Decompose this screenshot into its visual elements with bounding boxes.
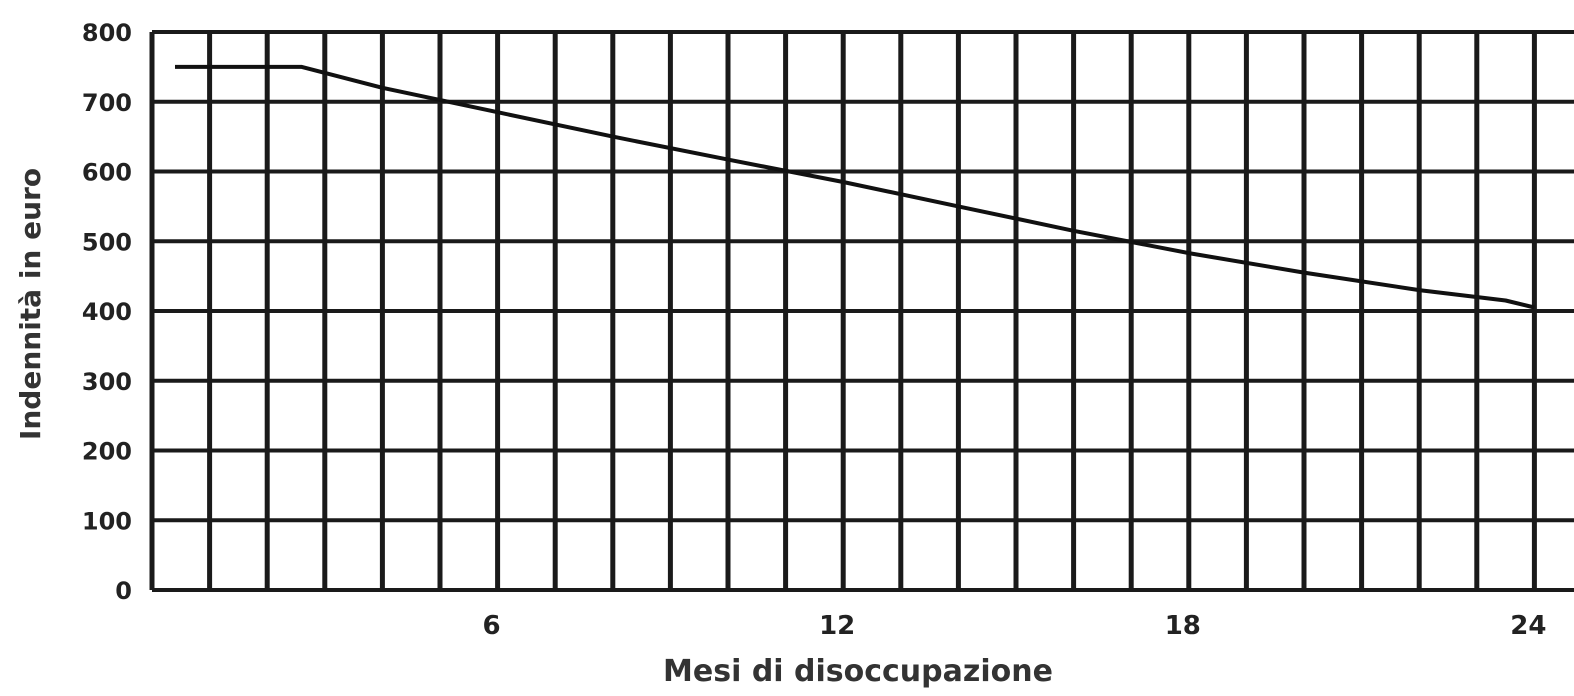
y-tick-label: 500: [82, 228, 132, 256]
y-tick-label: 700: [82, 89, 132, 117]
y-tick-label: 200: [82, 438, 132, 466]
y-tick-label: 400: [82, 298, 132, 326]
y-axis-ticks: 0 100 200 300 400 500 600 700 800: [82, 19, 132, 605]
y-axis-label: Indennità in euro: [14, 168, 47, 440]
x-axis-ticks: 6 12 18 24: [483, 611, 1547, 641]
y-tick-label: 600: [82, 159, 132, 187]
series-line: [175, 64, 1535, 310]
x-tick-label: 12: [819, 611, 855, 641]
x-axis-label: Mesi di disoccupazione: [663, 654, 1053, 689]
x-tick-label: 6: [483, 611, 501, 641]
chart-series-layer: [174, 64, 1535, 310]
x-tick-label: 24: [1510, 611, 1546, 641]
y-tick-label: 300: [82, 368, 132, 396]
y-tick-label: 800: [82, 19, 132, 47]
chart-grid: [149, 30, 1574, 592]
y-tick-label: 0: [115, 577, 132, 605]
x-tick-label: 18: [1165, 611, 1201, 641]
y-tick-label: 100: [82, 507, 132, 535]
